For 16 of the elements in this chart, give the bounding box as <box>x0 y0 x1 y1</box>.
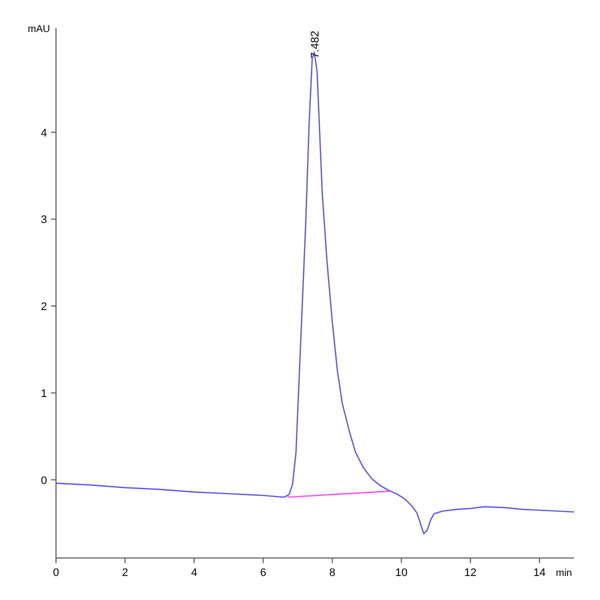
x-tick-label: 12 <box>464 567 477 579</box>
y-tick-label: 2 <box>40 301 47 314</box>
x-tick-label: 8 <box>329 567 336 579</box>
y-tick-label: 1 <box>40 388 47 400</box>
x-axis-title: min <box>556 568 572 579</box>
x-tick-label: 10 <box>395 567 408 579</box>
annotation: 7.482 <box>309 30 322 58</box>
y-axis-title: mAU <box>28 24 50 35</box>
y-tick-label: 4 <box>40 127 47 140</box>
x-tick-label: 6 <box>260 567 266 579</box>
y-tick-label: 0 <box>40 474 47 487</box>
x-tick-label: 4 <box>191 567 198 579</box>
x-tick-label: 14 <box>533 567 546 579</box>
x-tick-label: 2 <box>122 567 128 579</box>
x-tick-label: 0 <box>52 567 60 579</box>
y-tick-label: 3 <box>40 214 47 226</box>
